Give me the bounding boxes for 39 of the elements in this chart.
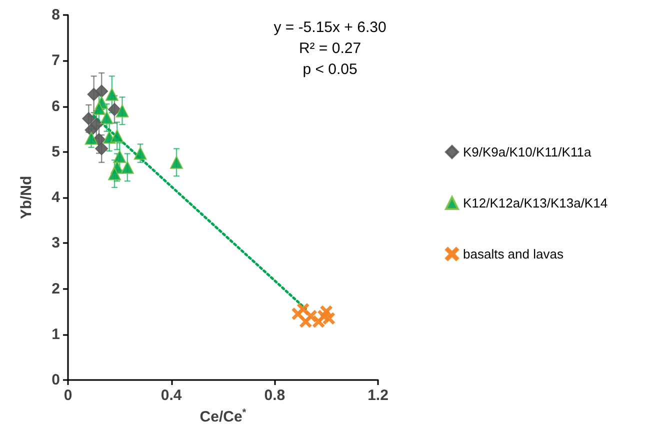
point	[95, 142, 108, 156]
point	[82, 112, 96, 126]
annotation: R² = 0.27	[298, 40, 362, 57]
y-tick-label: 0	[52, 372, 60, 388]
x-tick-label: 0.4	[160, 387, 182, 404]
point	[318, 310, 330, 322]
point	[108, 102, 121, 116]
point	[110, 129, 124, 142]
y-tick-label: 4	[52, 189, 61, 206]
y-tick-label: 5	[52, 143, 60, 160]
point	[304, 310, 317, 322]
y-tick-label: 6	[52, 98, 60, 115]
y-tick-label: 2	[52, 280, 60, 298]
annotation: p < 0.05	[302, 61, 358, 78]
x-tick-label: 0.8	[264, 387, 286, 404]
legend-label: K9/K9a/K10/K11/K11a	[463, 144, 592, 160]
y-tick-label: 8	[52, 6, 60, 24]
point	[95, 84, 108, 98]
point	[120, 160, 134, 174]
x-tick-label: 1.2	[368, 387, 388, 404]
annotation: y = -5.15x + 6.30	[274, 19, 386, 36]
point	[105, 88, 118, 101]
point	[84, 132, 98, 145]
y-axis-title: Yb/Nd	[18, 176, 35, 220]
y-tick-label: 3	[52, 234, 60, 252]
x-axis-title: Ce/Ce*	[200, 408, 246, 426]
point	[116, 104, 129, 118]
point	[134, 146, 147, 160]
legend-label: basalts and lavas	[463, 246, 564, 262]
point	[90, 118, 103, 131]
y-tick-label: 1	[52, 326, 60, 343]
point	[170, 156, 183, 169]
point	[92, 102, 106, 116]
y-tick-label: 7	[52, 52, 60, 70]
point	[108, 167, 121, 180]
point	[100, 111, 114, 124]
point	[113, 150, 126, 163]
x-tick-label: 0	[64, 387, 72, 404]
legend-label: K12/K12a/K13/K13a/K14	[463, 196, 608, 210]
